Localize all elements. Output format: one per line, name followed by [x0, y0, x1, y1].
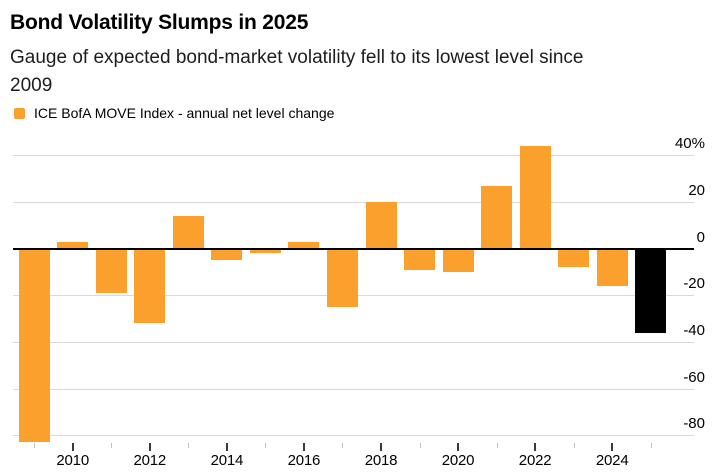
bar-2009 [18, 248, 50, 443]
x-axis-label-2022: 2022 [518, 452, 552, 469]
chart-subtitle: Gauge of expected bond-market volatility… [10, 44, 690, 100]
x-axis-label-2014: 2014 [210, 452, 244, 469]
bar-2012 [134, 248, 166, 324]
bar-2011 [95, 248, 127, 293]
x-axis-label-2020: 2020 [441, 452, 475, 469]
bar-2022 [519, 145, 551, 249]
bar-2010 [57, 241, 89, 249]
chart-subtitle-line1: Gauge of expected bond-market volatility… [10, 47, 584, 68]
gridline--40 [13, 341, 694, 343]
chart-title: Bond Volatility Slumps in 2025 [10, 11, 309, 34]
y-axis-label--80: -80 [683, 415, 705, 433]
bar-2024 [596, 248, 628, 286]
bar-2013 [172, 215, 204, 249]
bar-2017 [326, 248, 358, 307]
x-tick-2017 [342, 443, 344, 448]
x-tick-2019 [419, 443, 421, 448]
x-tick-2015 [265, 443, 267, 448]
y-axis-label-40: 40% [674, 135, 705, 153]
x-tick-2022 [534, 443, 537, 451]
bar-2020 [442, 248, 474, 272]
legend-label: ICE BofA MOVE Index - annual net level c… [34, 105, 335, 121]
zero-axis-line [13, 247, 694, 250]
x-tick-2020 [457, 443, 459, 451]
bar-2018 [365, 201, 397, 249]
x-tick-2012 [148, 443, 151, 451]
x-tick-2014 [225, 443, 228, 451]
gridline-20 [13, 201, 694, 203]
x-tick-2013 [188, 443, 190, 448]
x-axis-label-2012: 2012 [133, 452, 167, 469]
x-axis-label-2016: 2016 [287, 452, 321, 469]
x-axis-label-2024: 2024 [595, 452, 629, 469]
x-tick-2024 [611, 443, 614, 451]
y-axis-label-20: 20 [688, 181, 705, 199]
chart-subtitle-line2: 2009 [10, 75, 53, 96]
bar-2023 [558, 248, 590, 268]
y-axis-label--60: -60 [683, 368, 705, 386]
bar-2021 [481, 185, 513, 249]
x-tick-2011 [111, 443, 113, 448]
legend-swatch-icon [14, 107, 25, 119]
bar-2014 [211, 248, 243, 261]
bar-2019 [404, 248, 435, 270]
bar-2025 [635, 248, 667, 333]
x-tick-2016 [302, 443, 305, 451]
y-axis-label--40: -40 [683, 321, 705, 339]
x-tick-2023 [573, 443, 575, 448]
x-axis-label-2018: 2018 [364, 452, 398, 469]
gridline--80 [13, 435, 694, 437]
x-tick-2021 [496, 443, 498, 448]
x-axis-label-2010: 2010 [56, 452, 89, 469]
bar-2016 [288, 241, 320, 249]
gridline-40 [13, 155, 694, 157]
x-tick-2025 [650, 443, 652, 448]
x-tick-2018 [380, 443, 382, 451]
y-axis-label--20: -20 [683, 275, 705, 293]
bar-2015 [249, 248, 281, 254]
x-tick-2009 [34, 443, 36, 448]
x-tick-2010 [71, 443, 74, 451]
gridline--60 [13, 388, 694, 390]
legend: ICE BofA MOVE Index - annual net level c… [14, 105, 334, 121]
y-axis-label-0: 0 [696, 228, 705, 246]
